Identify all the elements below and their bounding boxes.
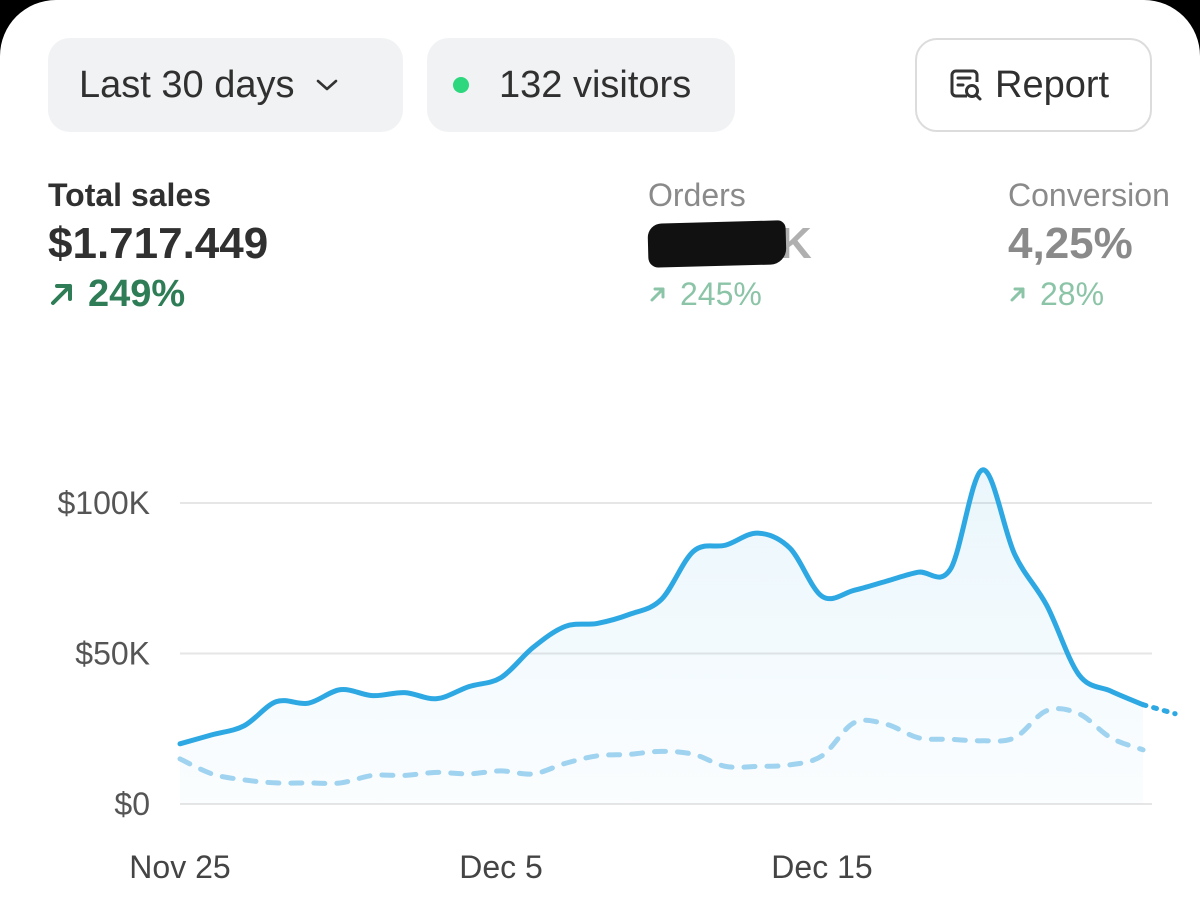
metric-change-value: 28% <box>1040 276 1105 312</box>
arrow-up-right-icon <box>1008 284 1028 304</box>
live-visitors-badge[interactable]: 132 visitors <box>427 38 735 132</box>
report-search-icon <box>947 66 985 104</box>
x-tick-label: Dec 5 <box>459 849 543 885</box>
x-tick-label: Nov 25 <box>129 849 230 885</box>
date-range-label: Last 30 days <box>79 63 295 106</box>
visitors-count: 132 visitors <box>499 63 692 106</box>
metric-change: 28% <box>1008 272 1170 316</box>
metric-value: 4,25% <box>1008 219 1133 268</box>
current-period-line <box>177 467 1146 747</box>
metric-label: Conversion <box>1008 177 1170 213</box>
current-period-projection <box>1140 702 1178 717</box>
chevron-down-icon <box>316 78 338 92</box>
report-button[interactable]: Report <box>915 38 1152 132</box>
y-tick-label: $50K <box>75 636 150 672</box>
metric-change-value: 245% <box>680 276 762 312</box>
y-tick-label: $0 <box>114 786 150 822</box>
metric-change: 245% <box>648 272 812 316</box>
previous-period-line <box>177 706 1146 786</box>
metric-label: Orders <box>648 177 746 213</box>
report-label: Report <box>995 63 1110 106</box>
metric-total-sales[interactable]: Total sales $1.717.449 249% <box>48 176 268 316</box>
metric-conversion[interactable]: Conversion 4,25% 28% <box>1008 176 1170 316</box>
x-tick-label: Dec 15 <box>771 849 872 885</box>
arrow-up-right-icon <box>48 280 76 308</box>
metric-value: $1.717.449 <box>48 219 269 268</box>
current-period-area <box>180 469 1143 804</box>
arrow-up-right-icon <box>648 284 668 304</box>
metric-label: Total sales <box>48 177 212 213</box>
date-range-dropdown[interactable]: Last 30 days <box>48 38 403 132</box>
y-tick-label: $100K <box>57 485 150 521</box>
metric-orders[interactable]: Orders K 245% <box>647 176 812 316</box>
redacted-value: K <box>647 218 812 270</box>
live-dot-icon <box>453 77 469 93</box>
metric-change: 249% <box>48 272 268 316</box>
metric-change-value: 249% <box>88 273 186 315</box>
